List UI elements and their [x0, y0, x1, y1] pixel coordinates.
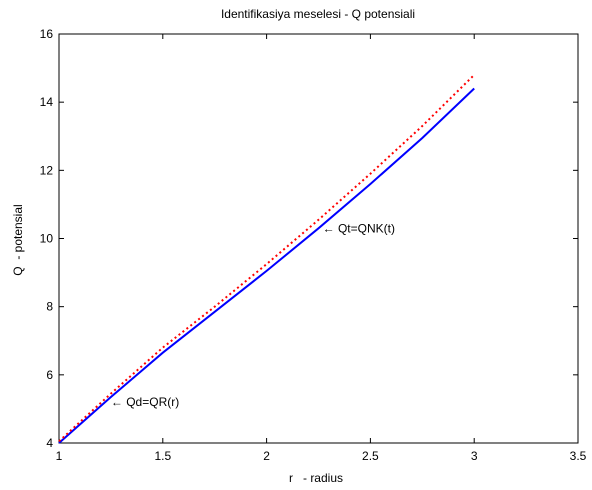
chart-title: Identifikasiya meselesi - Q potensiali — [221, 7, 415, 21]
y-tick-label: 4 — [46, 436, 53, 450]
series-line-solid — [58, 87, 475, 444]
x-tick-label: 3 — [471, 449, 478, 463]
y-axis-title: Q - potensial — [11, 204, 25, 275]
annotations-layer: ← Qt=QNK(t) ← Qd=QR(r) — [111, 221, 395, 409]
x-tick-label: 1 — [56, 449, 63, 463]
series-layer — [58, 74, 475, 444]
annotation-label: ← Qd=QR(r) — [111, 395, 179, 409]
y-tick-label: 16 — [40, 27, 54, 41]
x-tick-label: 2.5 — [362, 449, 379, 463]
y-tick-label: 14 — [40, 95, 54, 109]
annotation-label: ← Qt=QNK(t) — [323, 221, 395, 235]
x-axis-title: r - radius — [289, 471, 343, 485]
x-tick-label: 2 — [263, 449, 270, 463]
ticks-layer: 1 1.5 2 2.5 3 3.5 4 6 8 10 12 14 16 — [40, 27, 587, 463]
y-tick-label: 8 — [46, 300, 53, 314]
y-tick-label: 10 — [40, 232, 54, 246]
plot-area-frame — [58, 33, 579, 444]
y-tick-label: 6 — [46, 368, 53, 382]
x-tick-label: 1.5 — [154, 449, 171, 463]
y-tick-label: 12 — [40, 163, 54, 177]
x-tick-label: 3.5 — [570, 449, 587, 463]
